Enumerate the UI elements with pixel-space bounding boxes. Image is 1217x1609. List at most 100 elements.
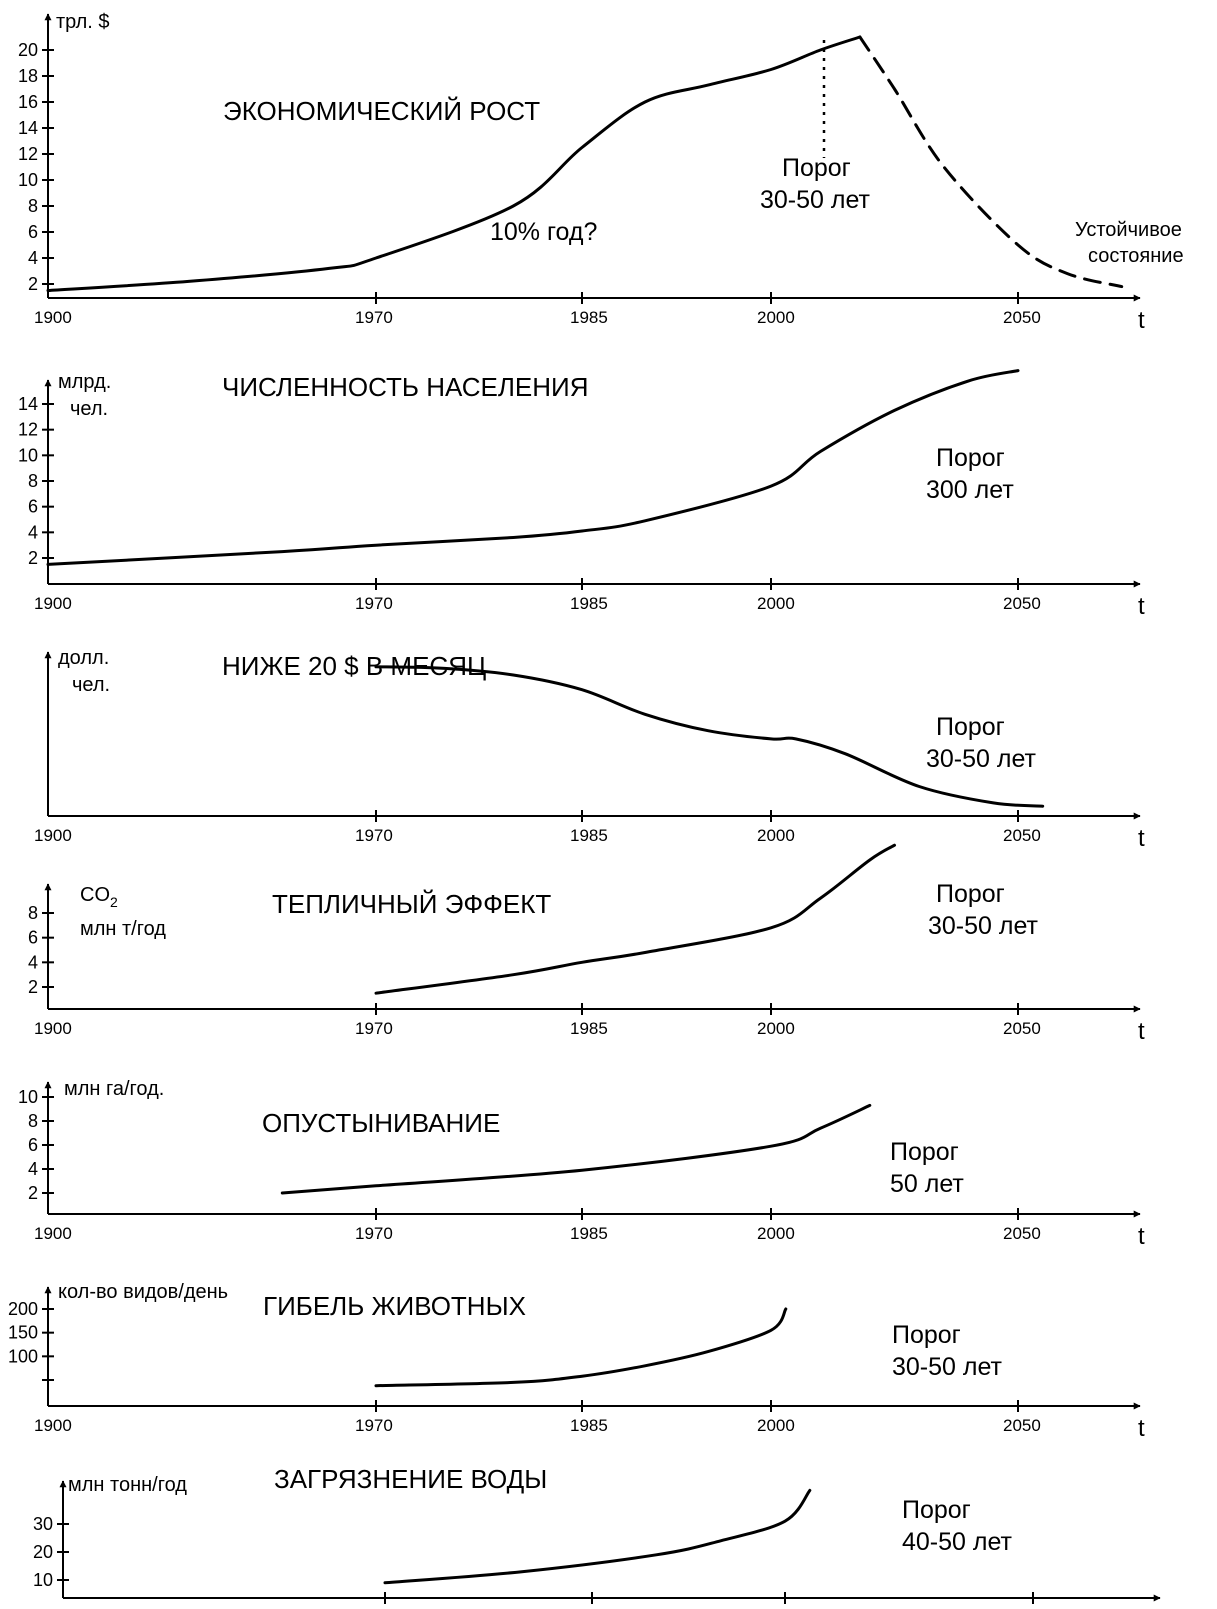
y-tick-label: 10	[18, 1087, 38, 1107]
x-tick-label: 1900	[34, 594, 72, 613]
y-tick-label: 12	[18, 420, 38, 440]
annotation-growth-rate: 10% год?	[490, 218, 597, 246]
x-tick-label: 1985	[570, 1019, 608, 1038]
annotation-steady-state: Устойчивое	[1075, 219, 1182, 241]
y-unit-label: млрд.	[58, 371, 111, 393]
chart-title: ЗАГРЯЗНЕНИЕ ВОДЫ	[274, 1464, 547, 1494]
series-line	[374, 843, 896, 995]
chart-title: ЧИСЛЕННОСТЬ НАСЕЛЕНИЯ	[222, 372, 589, 402]
y-tick-label: 2	[28, 1183, 38, 1203]
panel-below-20-dollars: t 1900 1970 1985 2000 2050 долл. чел. НИЖЕ 2…	[34, 647, 1145, 852]
x-tick-label: 2000	[757, 594, 795, 613]
y-tick-label: 6	[28, 497, 38, 517]
series-line	[383, 1488, 812, 1585]
x-tick-label: 1900	[34, 826, 72, 845]
x-tick-label: 1970	[355, 1224, 393, 1243]
x-axis-label: t	[1138, 1415, 1145, 1442]
axes: t	[59, 1480, 1163, 1609]
curves	[383, 1488, 812, 1585]
y-tick-label: 6	[28, 928, 38, 948]
annotation-threshold-years: 300 лет	[926, 476, 1014, 504]
x-tick-label: 1985	[570, 826, 608, 845]
x-tick-label: 1970	[355, 826, 393, 845]
y-unit-label-2: чел.	[70, 398, 108, 420]
x-tick-label: 1970	[355, 1416, 393, 1435]
y-tick-label: 2	[28, 274, 38, 294]
series-line	[46, 369, 1020, 566]
x-axis-label: t	[1138, 593, 1145, 620]
annotation-threshold: Порог	[782, 154, 851, 182]
y-tick-label: 20	[18, 40, 38, 60]
ticks: 1900 1970 1985 2000 2050 100 150 200	[8, 1299, 1041, 1435]
x-tick-label: 2050	[1003, 1019, 1041, 1038]
annotation-threshold-years: 30-50 лет	[760, 186, 871, 214]
y-tick-label: 12	[18, 144, 38, 164]
ticks: 1900 1970 1985 2000 2050	[34, 810, 1041, 845]
chart-title: ЭКОНОМИЧЕСКИЙ РОСТ	[223, 96, 540, 126]
y-tick-label: 14	[18, 118, 38, 138]
x-axis-label: t	[1138, 1223, 1145, 1250]
x-tick-label: 1970	[355, 308, 393, 327]
y-tick-label: 16	[18, 92, 38, 112]
ticks: 19001970198520002050102030	[33, 1514, 1053, 1609]
annotation-threshold-years: 30-50 лет	[928, 912, 1039, 940]
y-tick-label: 20	[33, 1542, 53, 1562]
y-tick-label: 200	[8, 1299, 38, 1319]
x-tick-label: 2000	[757, 826, 795, 845]
x-axis-label: t	[1138, 825, 1145, 852]
series-line	[280, 1103, 872, 1195]
y-tick-label: 30	[33, 1514, 53, 1534]
annotation-threshold: Порог	[892, 1321, 961, 1349]
x-tick-label: 1970	[355, 594, 393, 613]
panel-greenhouse-effect: t 1900 1970 1985 2000 2050 2 4 6 8 CO2 млн т/год…	[28, 843, 1145, 1045]
axes: t	[44, 651, 1145, 852]
annotation-threshold-years: 30-50 лет	[926, 745, 1037, 773]
y-tick-label: 8	[28, 1111, 38, 1131]
series-line	[374, 1307, 788, 1388]
x-tick-label: 1985	[570, 594, 608, 613]
y-tick-label: 150	[8, 1323, 38, 1343]
x-tick-label: 2000	[757, 308, 795, 327]
annotation-threshold-years: 50 лет	[890, 1170, 964, 1198]
axes: t	[44, 883, 1145, 1045]
x-tick-label: 2000	[757, 1416, 795, 1435]
annotation-steady-state-2: состояние	[1088, 245, 1184, 267]
chart-title: НИЖЕ 20 $ В МЕСЯЦ	[222, 651, 486, 681]
y-unit-label-2: млн т/год	[80, 918, 166, 940]
y-tick-label: 4	[28, 522, 38, 542]
chart-title: ТЕПЛИЧНЫЙ ЭФФЕКТ	[272, 889, 551, 919]
chart-title: ОПУСТЫНИВАНИЕ	[262, 1108, 500, 1138]
y-unit-label: CO2	[80, 884, 118, 910]
y-tick-label: 8	[28, 196, 38, 216]
x-tick-label: 2050	[1003, 1224, 1041, 1243]
x-tick-label: 1900	[34, 308, 72, 327]
ticks: 1900 1970 1985 2000 2050 2 4 6 8 10	[18, 1087, 1041, 1243]
panel-population: t 1900 1970 1985 2000 2050 2 4 6 8 10 12 14 млрд. ч…	[18, 369, 1145, 620]
ticks: 1900 1970 1985 2000 2050 2 4 6 8 10 12 14	[18, 394, 1041, 613]
x-axis-label: t	[1138, 1018, 1145, 1045]
x-tick-label: 1900	[34, 1019, 72, 1038]
x-tick-label: 2050	[1003, 308, 1041, 327]
curves	[46, 35, 1124, 292]
panel-animal-extinction: t 1900 1970 1985 2000 2050 100 150 200 кол-во в…	[8, 1281, 1145, 1442]
y-unit-label-2: чел.	[72, 674, 110, 696]
x-tick-label: 2000	[757, 1224, 795, 1243]
x-axis-label: t	[1138, 307, 1145, 334]
y-unit-label: трл. $	[56, 11, 110, 33]
annotation-threshold: Порог	[902, 1496, 971, 1524]
y-tick-label: 10	[18, 170, 38, 190]
ticks: 1900 1970 1985 2000 2050 2 4 6 8 10 12 14 16 18 20	[18, 40, 1041, 327]
annotation-threshold-years: 40-50 лет	[902, 1528, 1013, 1556]
annotation-threshold: Порог	[936, 444, 1005, 472]
y-tick-label: 6	[28, 222, 38, 242]
x-tick-label: 1900	[34, 1416, 72, 1435]
curves	[374, 665, 1045, 808]
y-tick-label: 4	[28, 952, 38, 972]
curves	[280, 1103, 872, 1195]
y-tick-label: 4	[28, 248, 38, 268]
curves	[374, 1307, 788, 1388]
y-tick-label: 6	[28, 1135, 38, 1155]
x-tick-label: 2050	[1003, 1416, 1041, 1435]
y-tick-label: 8	[28, 903, 38, 923]
